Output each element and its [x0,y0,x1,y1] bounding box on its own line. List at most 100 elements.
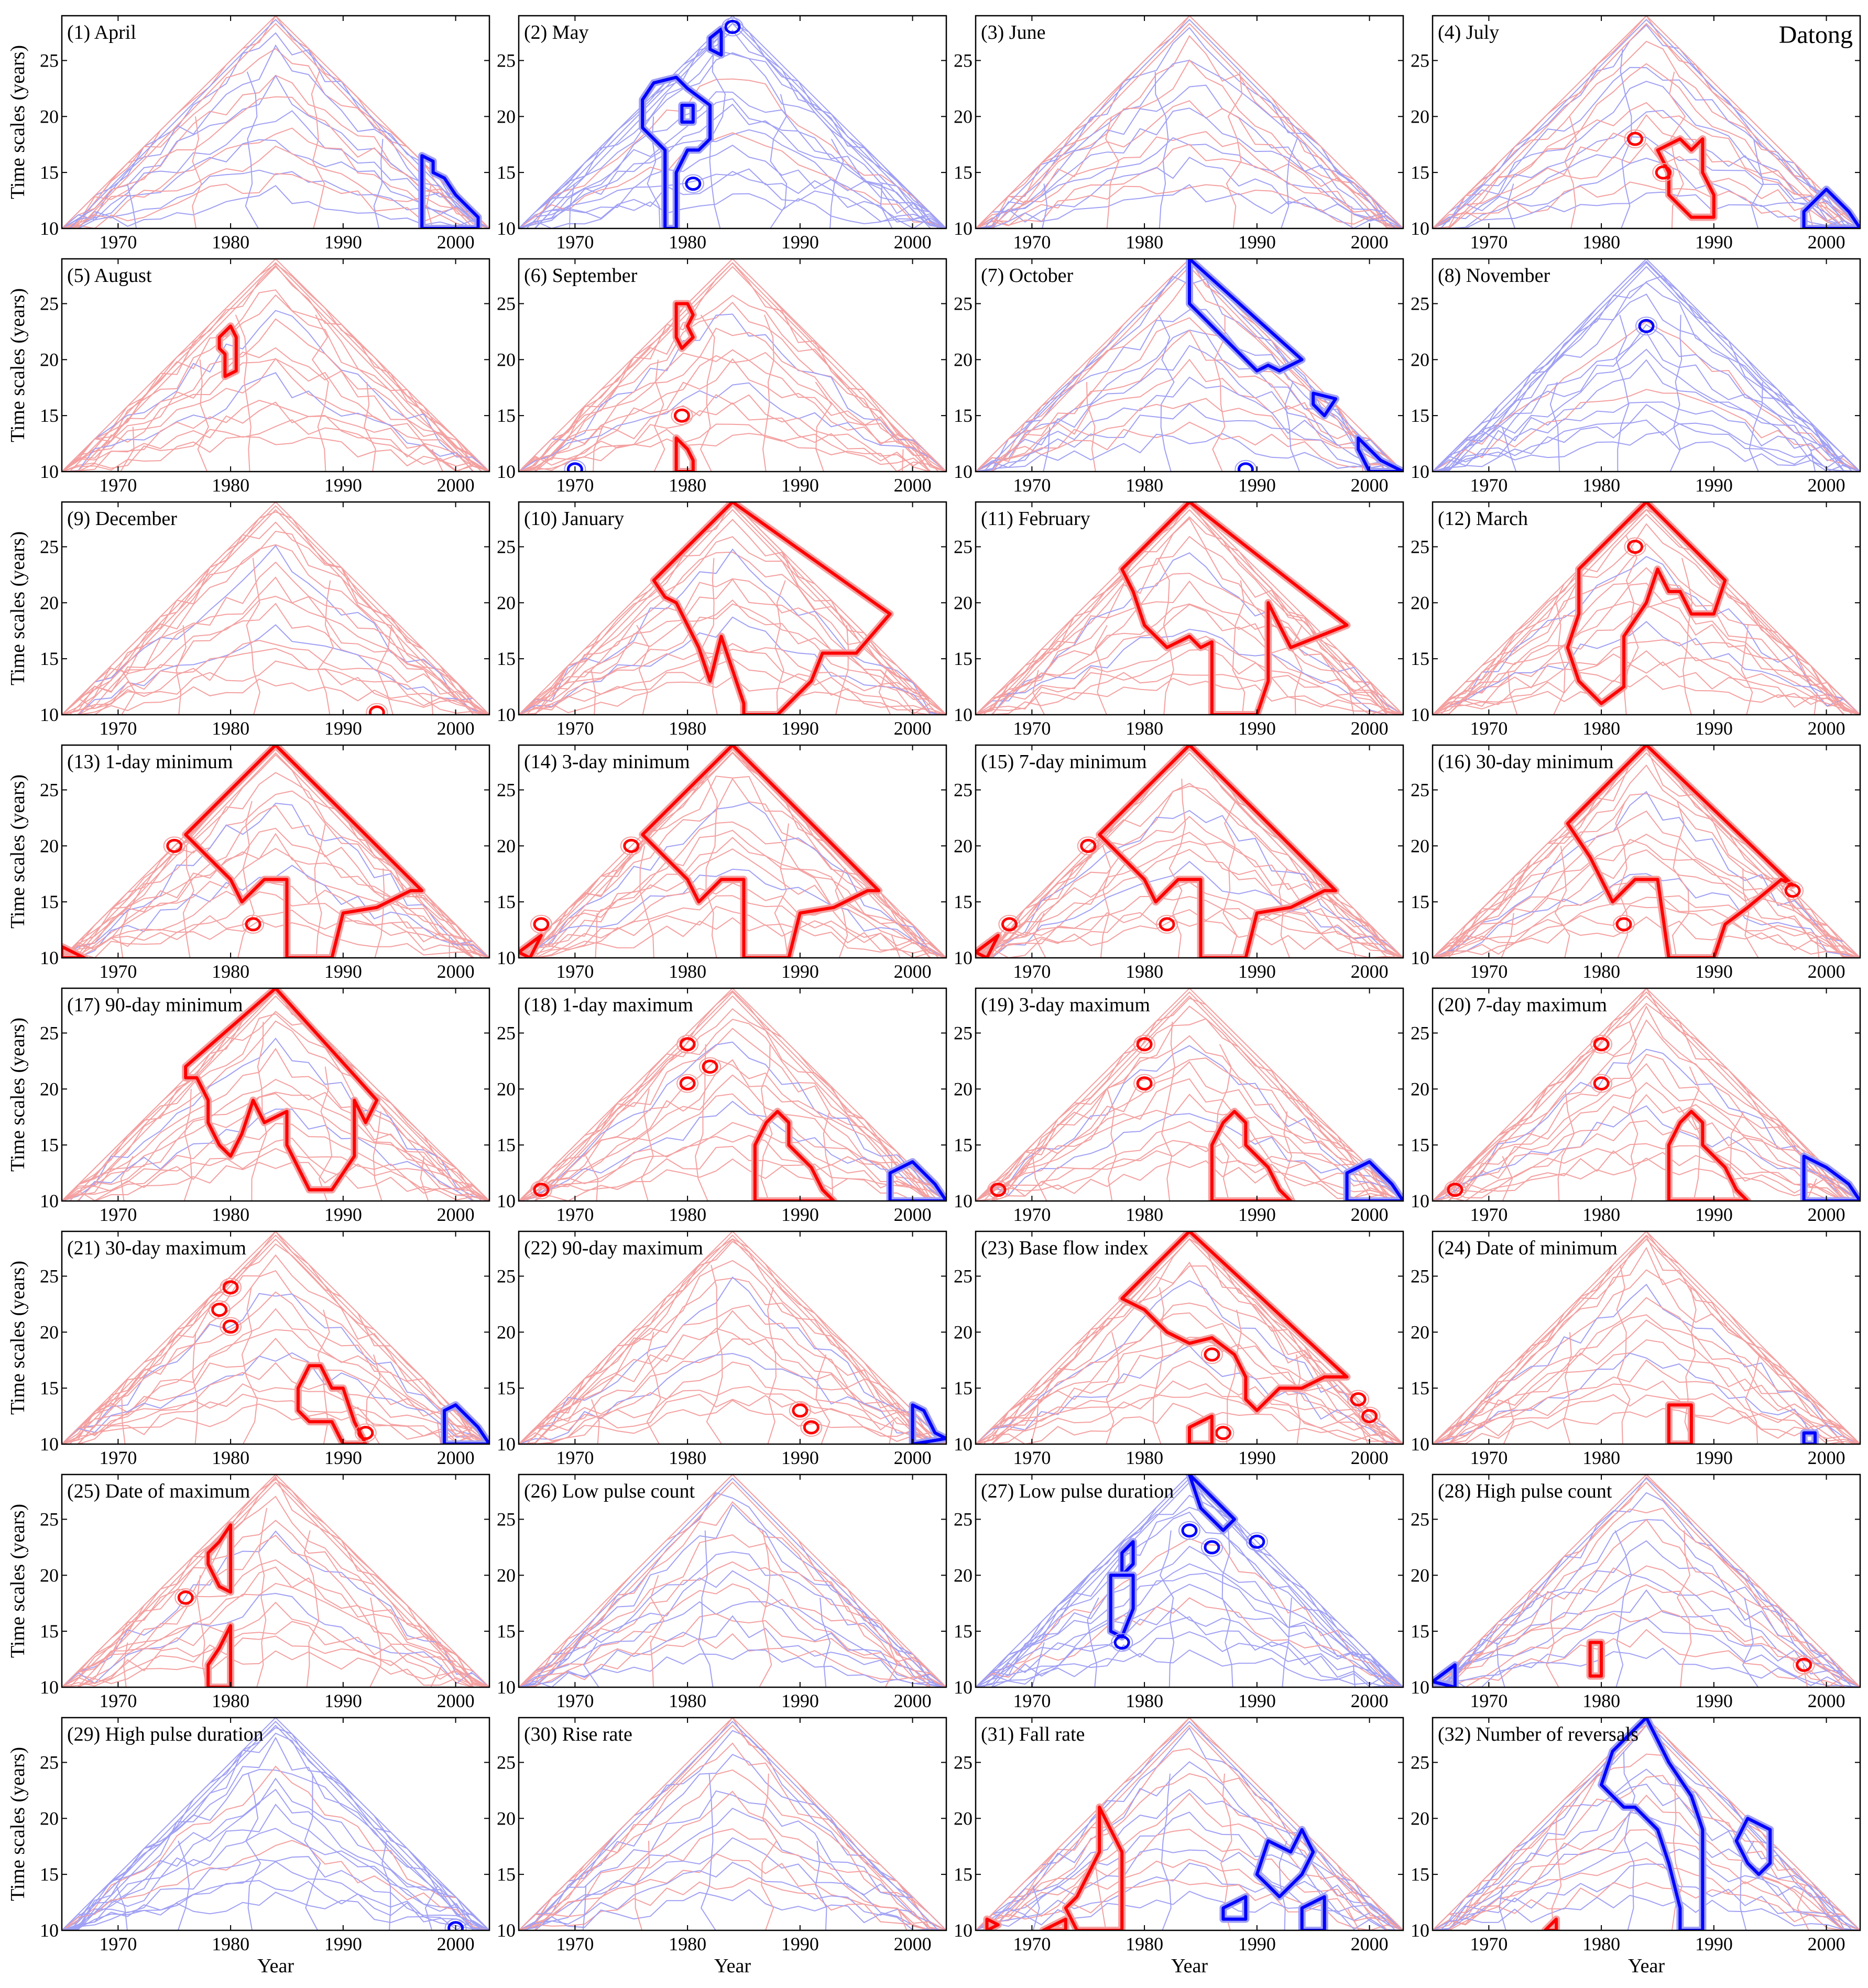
x-tick-label: 2000 [1808,1690,1845,1711]
cone-edge-line [1433,502,1860,715]
contour-line [1433,1339,1860,1444]
cone-edge-line [69,262,482,472]
contour-line [889,1422,894,1444]
contour-line [62,169,489,228]
contour-line [62,318,489,472]
panel-plot-area [519,988,946,1201]
significance-halo [1096,745,1340,958]
contour-line [62,401,489,472]
contour-line [1433,523,1860,715]
contour-line [1499,1885,1506,1930]
cone-edge-line [534,23,931,228]
y-tick-label: 20 [1411,1565,1429,1586]
contour-line [62,1403,489,1444]
contour-line [62,436,489,472]
significance-ring [1784,883,1801,898]
significance-contour [1210,1110,1293,1201]
y-tick-label: 20 [497,1078,516,1099]
x-tick-label: 1970 [1013,232,1051,253]
significance-ring [679,1076,696,1091]
contour-line [1168,779,1186,958]
contour-line [1816,935,1820,958]
contour-line [62,1037,489,1201]
panel-frame [975,1717,1404,1931]
contour-line [374,868,385,958]
contour-line [646,1332,661,1444]
y-tick-label: 25 [497,1752,516,1773]
significance-contour [296,1364,367,1444]
contour-line [62,145,489,228]
contour-line [1433,583,1860,715]
contour-line [1433,40,1860,228]
x-tick-label: 1980 [1126,232,1163,253]
contour-line [519,1277,946,1444]
significance-ring [1593,1076,1610,1091]
contour-line [1291,625,1303,715]
panel-title: (29) High pulse duration [67,1723,264,1745]
contour-line [62,1650,489,1687]
cone-edge-line [534,266,931,472]
x-tick-label: 1980 [212,1447,249,1468]
contour-line [1433,1408,1860,1444]
contour-line [62,1880,489,1930]
contour-line [1553,603,1566,715]
contour-line [835,625,849,715]
y-tick-label: 10 [40,1434,59,1455]
cone-edge-line [1433,1231,1860,1444]
contour-line [519,1583,946,1687]
contour-line [891,935,901,958]
panel-plot-area [519,745,946,958]
y-tick-label: 20 [40,835,59,856]
cone-edge-line [1433,988,1860,1201]
y-tick-label: 10 [954,218,973,239]
panel-title: (5) August [67,265,152,287]
contour-line [62,1108,489,1201]
y-tick-label: 20 [40,349,59,370]
panel-plot-area [976,259,1403,472]
panel-20: 10 15 20 25 1970 1980 1990 2000 (20) 7-day maxim… [1411,987,1861,1225]
x-tick-label: 1980 [212,718,249,739]
significance-halo [174,1588,197,1608]
contour-line [976,1773,1403,1930]
x-tick-label: 1980 [1126,1934,1163,1954]
contour-line [1032,1885,1040,1930]
cone-edge-line [1448,752,1845,958]
cone-edge-line [77,1724,474,1930]
contour-line [1433,567,1860,715]
contour-line [62,1383,489,1444]
contour-line [519,1386,946,1444]
contour-line [595,913,598,958]
significance-contour [1588,1641,1603,1678]
panel-frame [61,1717,490,1931]
contour-line [1433,1269,1860,1444]
contour-line [62,891,489,958]
y-tick-label: 10 [1411,1677,1429,1698]
contour-line [519,1790,946,1930]
contour-line [519,1718,946,1930]
contour-line [1433,359,1860,472]
cone-edge-line [77,995,474,1201]
contour-line [241,1287,258,1444]
significance-halo [1133,1034,1156,1054]
contour-line [1433,1610,1860,1687]
significance-contour [1255,1828,1315,1898]
x-tick-label: 1990 [781,1934,819,1954]
significance-contour [708,27,723,57]
contour-line [976,919,1403,958]
contour-line [373,1111,383,1201]
panel-frame [518,15,947,230]
panel-26: 10 15 20 25 1970 1980 1990 2000 (26) Low pulse c… [497,1473,947,1711]
x-tick-label: 1980 [212,961,249,982]
significance-contour [911,1403,946,1444]
x-tick-label: 1990 [1238,1447,1276,1468]
significance-ring [1136,1037,1153,1052]
x-tick-label: 2000 [1351,718,1389,739]
panel-plot-area [519,502,946,715]
panel-frame [61,258,490,473]
contour-line [311,71,325,228]
contour-line [1433,102,1860,228]
significance-halo [800,1417,823,1437]
panel-title: (3) June [981,21,1045,43]
y-tick-label: 10 [954,1920,973,1941]
